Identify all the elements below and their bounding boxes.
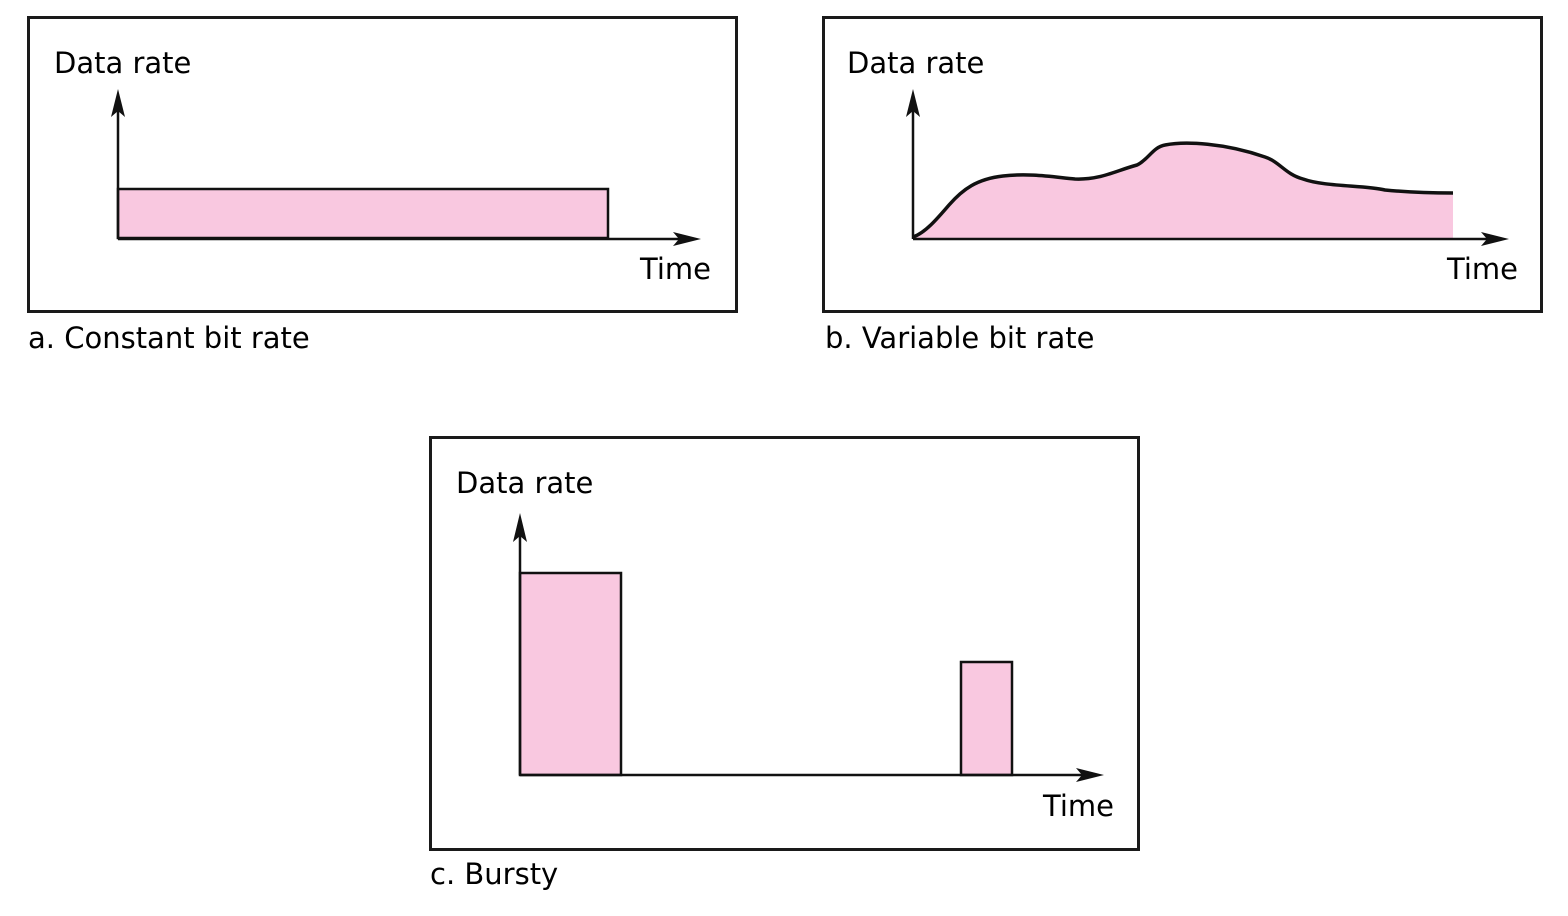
variable-rate-diagram xyxy=(906,89,1509,246)
y-axis-label: Data rate xyxy=(456,466,594,500)
x-axis-arrowhead xyxy=(673,232,701,246)
x-axis-label: Time xyxy=(640,252,711,286)
constant-rate-area xyxy=(116,187,610,240)
y-axis-label: Data rate xyxy=(54,46,192,80)
constant-rate-diagram xyxy=(111,89,701,246)
variable-rate-curve xyxy=(912,141,1454,239)
y-axis-arrowhead xyxy=(513,513,527,542)
variable-rate-area xyxy=(913,143,1453,239)
caption-variable-bit-rate: b. Variable bit rate xyxy=(825,321,1095,355)
x-axis-label: Time xyxy=(1447,252,1518,286)
caption-constant-bit-rate: a. Constant bit rate xyxy=(28,321,310,355)
burst-2 xyxy=(959,660,1014,777)
panel-constant-bit-rate: Data rate Time xyxy=(27,16,738,313)
y-axis-arrowhead xyxy=(906,89,920,117)
x-axis-label: Time xyxy=(1043,789,1114,823)
panel-variable-bit-rate: Data rate Time xyxy=(822,16,1543,313)
x-axis-arrowhead xyxy=(1481,232,1509,246)
caption-bursty: c. Bursty xyxy=(430,857,559,891)
y-axis-arrowhead xyxy=(111,89,125,117)
burst-1 xyxy=(518,571,623,777)
bursty-diagram xyxy=(513,513,1104,782)
panel-bursty: Data rate Time xyxy=(429,436,1140,851)
x-axis-arrowhead xyxy=(1076,768,1104,782)
y-axis-label: Data rate xyxy=(847,46,985,80)
